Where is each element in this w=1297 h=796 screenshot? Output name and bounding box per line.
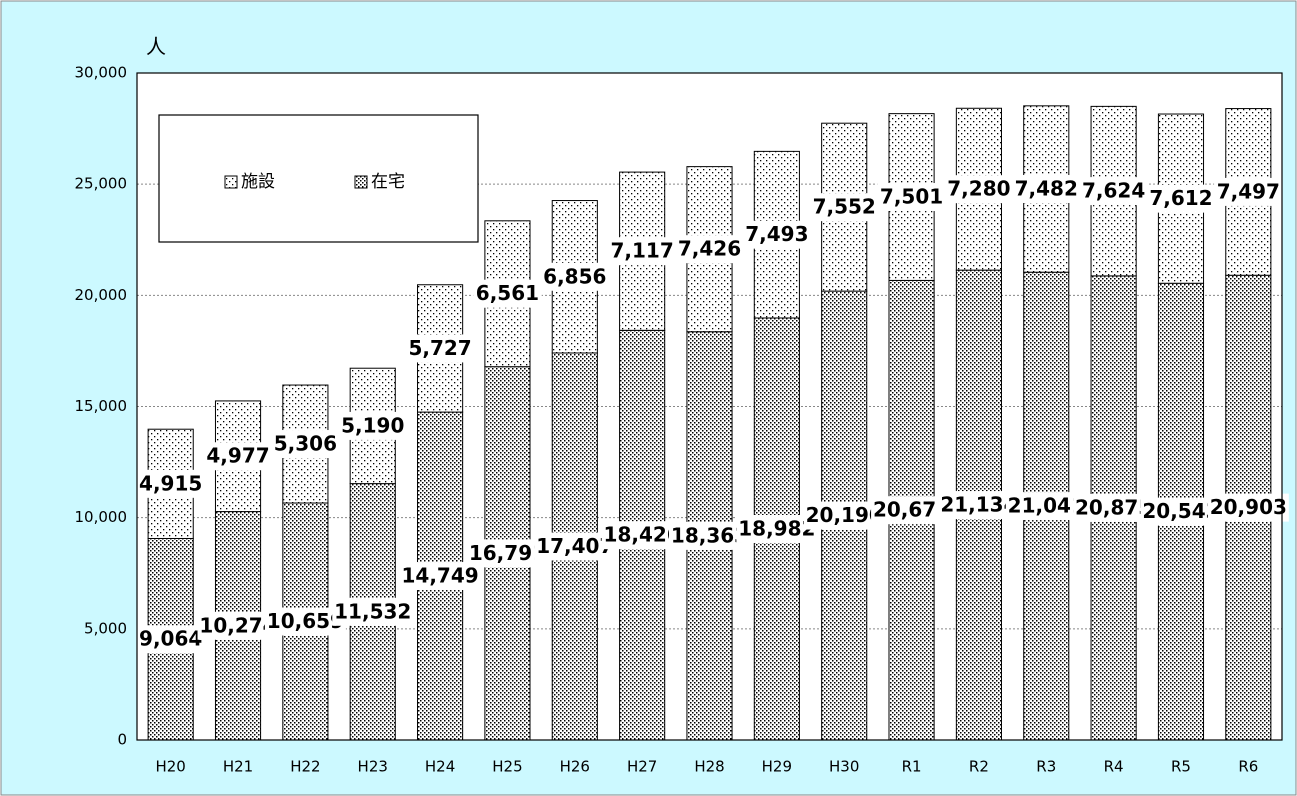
- x-tick-label: H26: [560, 758, 590, 776]
- value-label: 18,982: [738, 516, 815, 540]
- legend-box: [158, 114, 479, 243]
- label-bg: [136, 469, 205, 498]
- value-label: 11,532: [334, 599, 411, 623]
- label-bg: [338, 411, 407, 440]
- label-bg: [944, 175, 1014, 204]
- value-label: 18,426: [604, 523, 681, 547]
- x-tick-label: H25: [492, 758, 522, 776]
- x-tick-label: H23: [358, 758, 388, 776]
- value-label: 20,543: [1142, 499, 1219, 523]
- value-label: 7,426: [678, 237, 741, 261]
- label-bg: [675, 235, 744, 264]
- value-label: 7,280: [947, 177, 1010, 201]
- value-label: 4,915: [139, 471, 202, 495]
- x-tick-label: R1: [902, 758, 922, 776]
- value-label: 17,407: [536, 534, 613, 558]
- value-label: 6,561: [476, 281, 539, 305]
- value-label: 7,117: [611, 239, 674, 263]
- value-label: 7,493: [745, 222, 808, 246]
- value-label: 20,671: [873, 498, 950, 522]
- label-bg: [136, 625, 205, 654]
- label-bg: [1146, 184, 1216, 213]
- value-label: 20,903: [1210, 495, 1287, 519]
- label-bg: [877, 183, 946, 212]
- value-label: 20,190: [806, 503, 883, 527]
- x-tick-label: H22: [290, 758, 320, 776]
- value-label: 7,552: [813, 195, 876, 219]
- value-label: 14,749: [401, 564, 478, 588]
- y-tick-label: 5,000: [84, 619, 127, 637]
- label-bg: [1207, 493, 1289, 522]
- x-tick-label: R5: [1171, 758, 1191, 776]
- legend-swatch: [354, 175, 368, 189]
- y-tick-label: 0: [117, 731, 127, 749]
- label-bg: [473, 279, 542, 308]
- label-bg: [405, 334, 475, 363]
- label-bg: [607, 237, 677, 266]
- x-tick-label: R2: [969, 758, 989, 776]
- x-tick-label: H28: [694, 758, 724, 776]
- label-bg: [1012, 175, 1081, 204]
- value-label: 4,977: [206, 444, 269, 468]
- label-bg: [271, 430, 340, 459]
- x-tick-label: H29: [762, 758, 792, 776]
- value-label: 10,659: [267, 609, 344, 633]
- value-label: 21,041: [1008, 494, 1085, 518]
- value-label: 20,875: [1075, 495, 1152, 519]
- label-bg: [1079, 177, 1148, 206]
- value-label: 7,501: [880, 185, 943, 209]
- value-label: 7,624: [1082, 179, 1145, 203]
- label-bg: [332, 597, 414, 626]
- value-label: 16,791: [469, 541, 546, 565]
- x-tick-label: H24: [425, 758, 455, 776]
- value-label: 9,064: [139, 627, 202, 651]
- value-label: 21,134: [940, 493, 1017, 517]
- y-axis-label: 人: [146, 35, 166, 59]
- label-bg: [809, 193, 879, 222]
- label-bg: [540, 262, 610, 291]
- x-tick-label: R3: [1036, 758, 1056, 776]
- value-label: 5,727: [408, 336, 471, 360]
- value-label: 6,856: [543, 264, 606, 288]
- y-tick-label: 20,000: [75, 286, 128, 304]
- plot-border: [136, 72, 1283, 741]
- y-tick-label: 25,000: [75, 175, 128, 193]
- value-label: 18,363: [671, 523, 748, 547]
- value-label: 7,482: [1015, 177, 1078, 201]
- x-tick-label: H21: [223, 758, 253, 776]
- legend-label: 施設: [241, 172, 275, 192]
- value-label: 5,190: [341, 413, 404, 437]
- label-bg: [742, 220, 812, 249]
- x-tick-label: H27: [627, 758, 657, 776]
- label-bg: [1214, 177, 1283, 206]
- x-tick-label: H30: [829, 758, 859, 776]
- y-tick-label: 10,000: [75, 508, 128, 526]
- value-label: 10,274: [199, 613, 276, 637]
- y-tick-label: 30,000: [75, 64, 128, 82]
- legend-swatch: [224, 175, 238, 189]
- value-label: 7,497: [1217, 179, 1280, 203]
- label-bg: [203, 442, 273, 471]
- x-tick-label: R4: [1104, 758, 1124, 776]
- y-tick-label: 15,000: [75, 397, 128, 415]
- x-tick-label: H20: [155, 758, 185, 776]
- value-label: 5,306: [274, 432, 337, 456]
- x-tick-label: R6: [1238, 758, 1258, 776]
- value-label: 7,612: [1149, 186, 1212, 210]
- legend-label: 在宅: [371, 172, 405, 192]
